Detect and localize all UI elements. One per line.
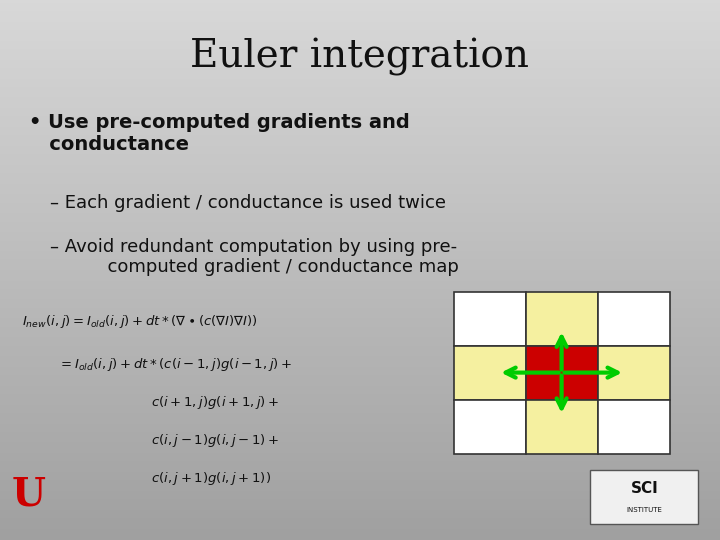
Text: $c(i,j+1)g(i,j+1))$: $c(i,j+1)g(i,j+1))$ — [151, 470, 271, 487]
Text: $= I_{old}(i,j) + dt*(c(i-1,j)g(i-1,j)+$: $= I_{old}(i,j) + dt*(c(i-1,j)g(i-1,j)+$ — [58, 356, 292, 373]
Text: • Use pre-computed gradients and
   conductance: • Use pre-computed gradients and conduct… — [29, 113, 410, 154]
Text: Euler integration: Euler integration — [191, 38, 529, 76]
Text: $c(i,j-1)g(i,j-1)+$: $c(i,j-1)g(i,j-1)+$ — [151, 432, 279, 449]
Bar — [454, 292, 526, 346]
Text: – Each gradient / conductance is used twice: – Each gradient / conductance is used tw… — [50, 194, 446, 212]
Text: $I_{new}(i,j) = I_{old}(i,j) + dt*(\nabla \bullet (c(\nabla I)\nabla I))$: $I_{new}(i,j) = I_{old}(i,j) + dt*(\nabl… — [22, 313, 257, 330]
Bar — [526, 346, 598, 400]
Text: – Avoid redundant computation by using pre-
          computed gradient / conduc: – Avoid redundant computation by using p… — [50, 238, 459, 276]
Bar — [526, 400, 598, 454]
Bar — [454, 400, 526, 454]
Bar — [526, 292, 598, 346]
Text: U: U — [12, 475, 46, 513]
Bar — [598, 400, 670, 454]
Bar — [598, 292, 670, 346]
Text: SCI: SCI — [631, 481, 658, 496]
Text: $c(i+1,j)g(i+1,j)+$: $c(i+1,j)g(i+1,j)+$ — [151, 394, 279, 411]
Bar — [454, 346, 526, 400]
Bar — [590, 470, 698, 524]
Text: INSTITUTE: INSTITUTE — [626, 507, 662, 514]
Bar — [598, 346, 670, 400]
